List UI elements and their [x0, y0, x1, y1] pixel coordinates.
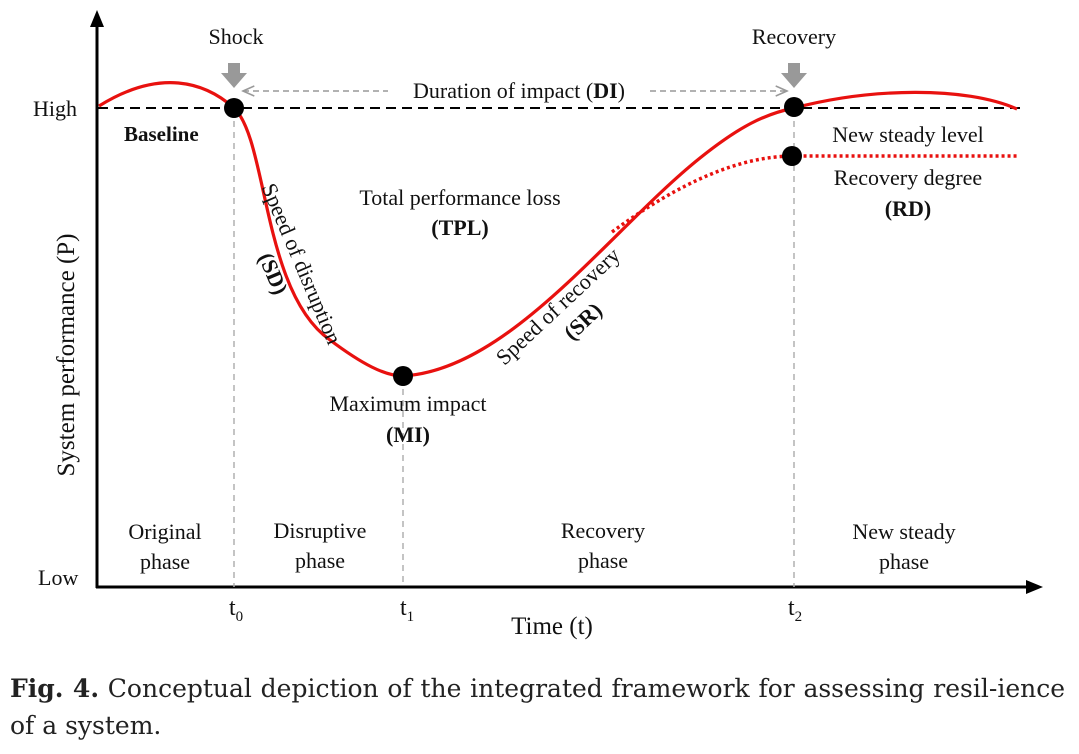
duration-abbr: DI [593, 78, 617, 103]
duration-label: Duration of impact (DI) [413, 78, 625, 103]
duration-text: Duration of impact ( [413, 78, 593, 103]
figure-caption: Fig. 4. Conceptual depiction of the inte… [10, 670, 1065, 744]
mi-abbr: (MI) [386, 422, 430, 447]
sr-label: Speed of recovery [491, 242, 625, 369]
rd-abbr: (RD) [885, 196, 931, 221]
duration-close: ) [618, 78, 625, 103]
tick-t2-main: t [788, 595, 795, 621]
recovery-arrow-icon [781, 63, 807, 88]
shock-point [224, 98, 244, 118]
x-axis-arrowhead [1026, 580, 1043, 594]
recovery-label: Recovery [752, 24, 836, 49]
max-impact-point [393, 366, 413, 386]
tick-t0-main: t [229, 595, 236, 621]
tick-t0: t0 [229, 595, 243, 625]
rd-label: Recovery degree [834, 165, 982, 190]
resilience-diagram: Shock Recovery Duration of impact (DI) H… [33, 10, 1043, 640]
tick-t1-main: t [400, 595, 407, 621]
baseline-label: Baseline [124, 122, 199, 146]
tick-t0-sub: 0 [236, 609, 244, 625]
phase-newsteady-line1: New steady [852, 519, 955, 544]
caption-label: Fig. 4. [10, 674, 100, 703]
phase-newsteady-line2: phase [879, 549, 929, 574]
phase-disruptive-line1: Disruptive [274, 518, 367, 543]
tick-t1: t1 [400, 595, 414, 625]
tpl-label: Total performance loss [359, 185, 560, 210]
tick-t2-sub: 2 [795, 609, 803, 625]
x-axis-title: Time (t) [511, 613, 593, 640]
new-steady-point [782, 146, 802, 166]
phase-original-line2: phase [140, 549, 190, 574]
new-steady-level-label: New steady level [832, 122, 984, 147]
low-label: Low [38, 565, 78, 590]
mi-label: Maximum impact [329, 391, 486, 416]
shock-arrow-icon [221, 63, 247, 88]
phase-original-line1: Original [128, 519, 201, 544]
phase-recovery-line2: phase [578, 548, 628, 573]
phase-recovery-line1: Recovery [561, 518, 645, 543]
sd-annotation: Speed of disruption (SD) [254, 179, 347, 347]
time-guides [233, 110, 795, 587]
y-axis-title: System performance (P) [53, 234, 80, 477]
tick-t1-sub: 1 [407, 609, 415, 625]
high-label: High [33, 96, 77, 121]
tpl-abbr: (TPL) [431, 215, 488, 240]
new-steady-level-curve [610, 154, 1017, 234]
key-points [224, 97, 804, 386]
phase-disruptive-line2: phase [295, 548, 345, 573]
tick-t2: t2 [788, 595, 802, 625]
shock-label: Shock [209, 24, 264, 49]
recovery-point [784, 97, 804, 117]
sr-annotation: Speed of recovery (SR) [491, 242, 625, 369]
axes [90, 10, 1043, 594]
caption-text: Conceptual depiction of the integrated f… [10, 674, 1066, 740]
y-axis-arrowhead [90, 10, 104, 27]
